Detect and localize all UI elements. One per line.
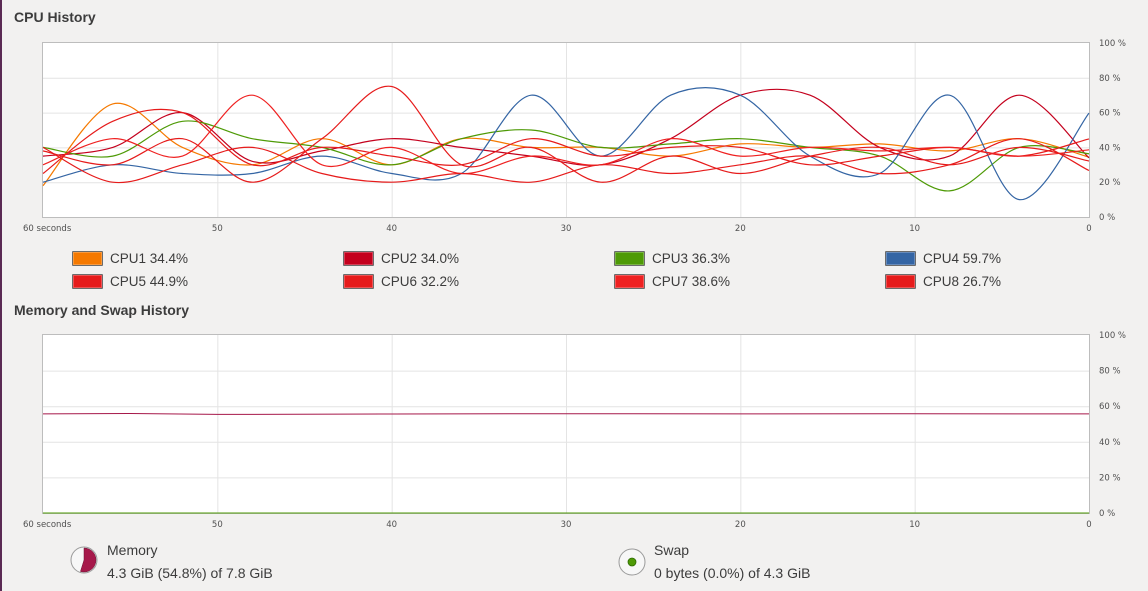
series-line-cpu2	[42, 88, 1090, 166]
legend-cpu-name: CPU7	[652, 273, 692, 289]
memory-detail: 4.3 GiB (54.8%) of 7.8 GiB	[107, 565, 273, 581]
legend-item-cpu3: CPU3 36.3%	[614, 249, 730, 267]
legend-cpu-name: CPU2	[381, 250, 421, 266]
x-tick-label: 10	[909, 520, 920, 530]
swap-pie-icon[interactable]	[617, 547, 647, 577]
x-tick-label: 50	[212, 520, 223, 530]
swatch-fill	[73, 274, 102, 288]
y-tick-label: 20 %	[1099, 473, 1121, 483]
legend-cpu-value: 26.7%	[962, 273, 1002, 289]
color-picker-button-cpu8[interactable]	[885, 273, 916, 289]
swap-label: Swap	[654, 542, 690, 558]
swatch-fill	[886, 274, 915, 288]
legend-cpu-name: CPU3	[652, 250, 692, 266]
legend-cpu-name: CPU4	[923, 250, 963, 266]
y-tick-label: 60 %	[1099, 402, 1121, 412]
color-picker-button-cpu3[interactable]	[614, 250, 645, 266]
legend-cpu-name: CPU5	[110, 273, 150, 289]
series-line-memory	[42, 413, 1090, 415]
legend-item-cpu2: CPU2 34.0%	[343, 249, 459, 267]
legend-item-cpu4: CPU4 59.7%	[885, 249, 1001, 267]
swap-detail: 0 bytes (0.0%) of 4.3 GiB	[654, 565, 811, 581]
color-picker-button-cpu5[interactable]	[72, 273, 103, 289]
swatch-fill	[344, 251, 373, 265]
legend-cpu-value: 34.0%	[420, 250, 460, 266]
x-axis-label: 60 seconds	[23, 224, 72, 234]
y-tick-label: 80 %	[1099, 74, 1121, 84]
legend-cpu-value: 32.2%	[420, 273, 460, 289]
legend-item-cpu8: CPU8 26.7%	[885, 272, 1001, 290]
swatch-fill	[344, 274, 373, 288]
memory-pie-icon[interactable]	[69, 545, 99, 575]
legend-cpu-value: 44.9%	[149, 273, 189, 289]
cpu-history-chart: 100 % 80 % 60 % 40 % 20 % 0 % 60 seconds 50 40 3…	[23, 39, 1126, 234]
y-tick-label: 40 %	[1099, 143, 1121, 153]
color-picker-button-cpu1[interactable]	[72, 250, 103, 266]
series-line-cpu8	[42, 138, 1090, 184]
x-tick-label: 30	[561, 520, 572, 530]
x-tick-label: 40	[386, 224, 397, 234]
swatch-fill	[615, 274, 644, 288]
legend-cpu-value: 59.7%	[962, 250, 1002, 266]
x-axis-label: 60 seconds	[23, 520, 72, 530]
memory-swap-history-title: Memory and Swap History	[14, 302, 190, 318]
x-tick-label: 40	[386, 520, 397, 530]
series-line-cpu6	[42, 85, 1090, 183]
series-line-cpu5	[42, 108, 1090, 174]
x-tick-label: 20	[735, 520, 746, 530]
y-tick-label: 80 %	[1099, 367, 1121, 377]
y-tick-label: 100 %	[1099, 331, 1126, 341]
legend-item-cpu5: CPU5 44.9%	[72, 272, 188, 290]
swatch-fill	[73, 251, 102, 265]
legend-cpu-name: CPU6	[381, 273, 421, 289]
memory-label: Memory	[107, 542, 158, 558]
legend-item-cpu7: CPU7 38.6%	[614, 272, 730, 290]
swatch-fill	[615, 251, 644, 265]
y-tick-label: 0 %	[1099, 213, 1115, 223]
color-picker-button-cpu6[interactable]	[343, 273, 374, 289]
legend-item-cpu6: CPU6 32.2%	[343, 272, 459, 290]
legend-cpu-name: CPU1	[110, 250, 150, 266]
x-tick-label: 20	[735, 224, 746, 234]
cpu-history-title: CPU History	[14, 9, 96, 25]
legend-item-cpu1: CPU1 34.4%	[72, 249, 188, 267]
x-tick-label: 0	[1086, 520, 1091, 530]
y-tick-label: 20 %	[1099, 178, 1121, 188]
series-line-cpu3	[42, 120, 1090, 192]
legend-cpu-value: 38.6%	[691, 273, 731, 289]
y-tick-label: 60 %	[1099, 109, 1121, 119]
color-picker-button-cpu4[interactable]	[885, 250, 916, 266]
memory-swap-history-chart: 100 % 80 % 60 % 40 % 20 % 0 % 60 seconds 50 40 3…	[23, 331, 1126, 530]
legend-cpu-name: CPU8	[923, 273, 963, 289]
color-picker-button-cpu7[interactable]	[614, 273, 645, 289]
legend-cpu-value: 34.4%	[149, 250, 189, 266]
series-line-cpu7	[42, 94, 1090, 175]
legend-cpu-value: 36.3%	[691, 250, 731, 266]
series-line-cpu1	[42, 102, 1090, 187]
x-tick-label: 10	[909, 224, 920, 234]
color-picker-button-cpu2[interactable]	[343, 250, 374, 266]
x-tick-label: 30	[561, 224, 572, 234]
y-tick-label: 0 %	[1099, 509, 1115, 519]
x-tick-label: 50	[212, 224, 223, 234]
swatch-fill	[886, 251, 915, 265]
x-tick-label: 0	[1086, 224, 1091, 234]
y-tick-label: 40 %	[1099, 438, 1121, 448]
y-tick-label: 100 %	[1099, 39, 1126, 49]
